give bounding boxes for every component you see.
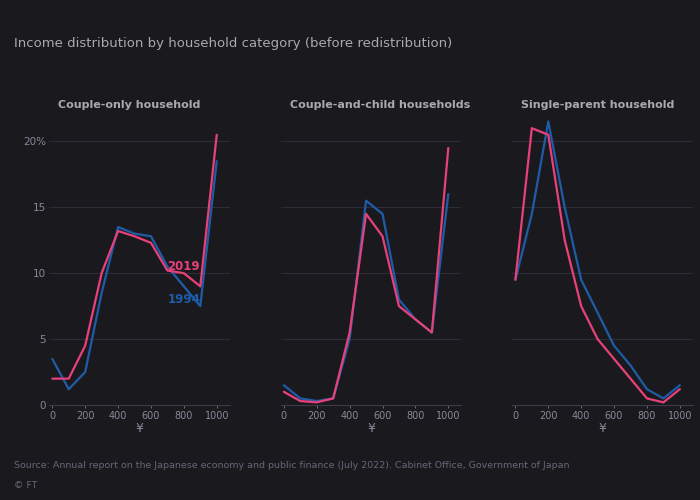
Text: Income distribution by household category (before redistribution): Income distribution by household categor…: [14, 37, 452, 50]
Text: © FT: © FT: [14, 481, 38, 490]
X-axis label: ¥: ¥: [598, 422, 606, 435]
X-axis label: ¥: ¥: [136, 422, 144, 435]
Text: Single-parent household: Single-parent household: [521, 100, 675, 110]
X-axis label: ¥: ¥: [367, 422, 375, 435]
Text: 1994: 1994: [167, 293, 200, 306]
Text: Couple-and-child households: Couple-and-child households: [290, 100, 470, 110]
Text: 2019: 2019: [167, 260, 200, 273]
Text: Couple-only household: Couple-only household: [58, 100, 200, 110]
Text: Source: Annual report on the Japanese economy and public finance (July 2022). Ca: Source: Annual report on the Japanese ec…: [14, 461, 570, 470]
